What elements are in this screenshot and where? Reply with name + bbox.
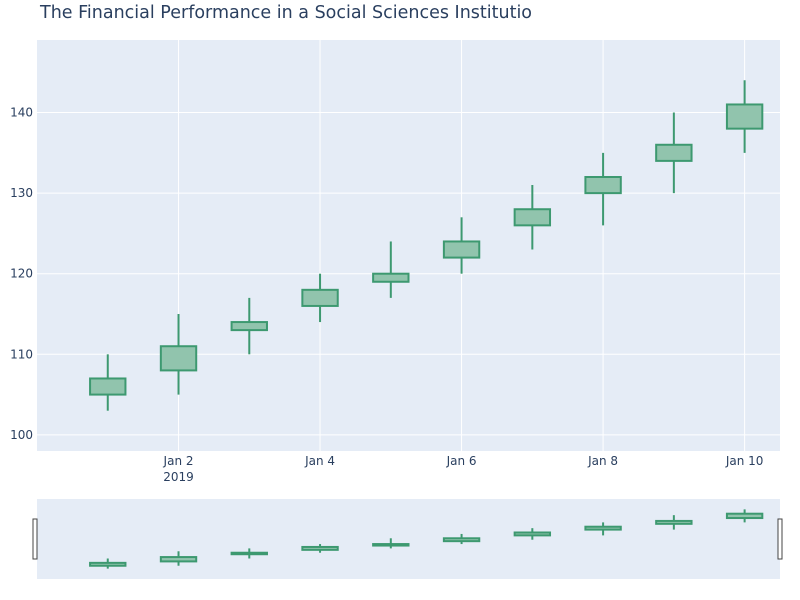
x-tick-label: Jan 2 bbox=[163, 454, 194, 468]
slider-candle-body bbox=[230, 551, 268, 556]
y-axis: 100 110 120 130 140 bbox=[10, 106, 33, 442]
candle bbox=[584, 152, 622, 226]
slider-candle-body bbox=[655, 519, 693, 525]
y-tick-label: 100 bbox=[10, 428, 33, 442]
chart-title: The Financial Performance in a Social Sc… bbox=[40, 3, 533, 23]
slider-candle-body bbox=[584, 525, 622, 531]
y-tick-label: 120 bbox=[10, 267, 33, 281]
y-tick-label: 140 bbox=[10, 106, 33, 120]
slider-candle bbox=[159, 551, 198, 566]
candle-body bbox=[584, 176, 622, 195]
candle bbox=[89, 354, 127, 411]
candle bbox=[513, 185, 552, 250]
x-tick-label: Jan 4 bbox=[304, 454, 335, 468]
candle-body bbox=[725, 103, 764, 130]
slider-candle bbox=[230, 548, 268, 559]
candle-body bbox=[301, 288, 339, 307]
candle-body bbox=[372, 272, 410, 283]
slider-candle bbox=[655, 515, 693, 530]
candle bbox=[301, 273, 339, 323]
candle bbox=[442, 217, 481, 274]
slider-candle-body bbox=[159, 556, 198, 563]
candle bbox=[372, 241, 410, 298]
plot-background bbox=[37, 40, 780, 451]
x-tick-label: Jan 6 bbox=[446, 454, 477, 468]
x-tick-sublabel: 2019 bbox=[163, 470, 194, 484]
range-slider-candles bbox=[89, 509, 764, 569]
candle bbox=[159, 314, 198, 395]
slider-candle bbox=[584, 522, 622, 536]
y-tick-label: 130 bbox=[10, 186, 33, 200]
candle-body bbox=[655, 143, 693, 162]
slider-candle-body bbox=[372, 543, 410, 547]
x-tick-label: Jan 8 bbox=[587, 454, 618, 468]
candle bbox=[655, 112, 693, 194]
slider-candle bbox=[513, 528, 552, 540]
slider-candle-body bbox=[89, 561, 127, 567]
range-slider-right-handle[interactable] bbox=[777, 518, 783, 560]
slider-candle-body bbox=[725, 512, 764, 520]
slider-candle bbox=[89, 558, 127, 569]
candles[interactable] bbox=[89, 80, 764, 411]
range-slider-background[interactable] bbox=[37, 499, 780, 579]
candle-body bbox=[442, 240, 481, 259]
candle-body bbox=[513, 208, 552, 227]
candle bbox=[230, 297, 268, 355]
candle bbox=[725, 80, 764, 153]
slider-candle bbox=[372, 538, 410, 549]
candle-body bbox=[230, 321, 268, 332]
range-slider-left-handle[interactable] bbox=[32, 518, 38, 560]
slider-candle bbox=[725, 509, 764, 523]
candle-body bbox=[89, 377, 127, 396]
x-axis: Jan 2 2019 Jan 4 Jan 6 Jan 8 Jan 10 bbox=[163, 454, 764, 484]
slider-candle-body bbox=[442, 537, 481, 543]
y-tick-label: 110 bbox=[10, 347, 33, 361]
slider-candle bbox=[301, 544, 339, 553]
slider-candle-body bbox=[513, 531, 552, 537]
x-tick-label: Jan 10 bbox=[725, 454, 764, 468]
slider-candle-body bbox=[301, 545, 339, 551]
candle-body bbox=[159, 345, 198, 372]
slider-candle bbox=[442, 533, 481, 545]
